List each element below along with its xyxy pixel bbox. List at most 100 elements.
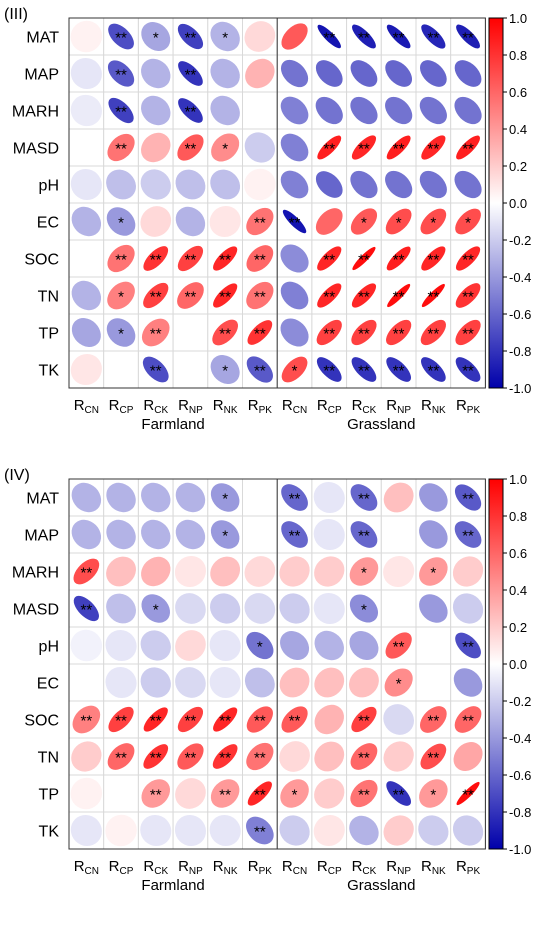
significance-mark: ** <box>185 289 197 306</box>
row-label: TN <box>38 750 59 767</box>
colorbar-tick-label: 0.0 <box>509 657 527 672</box>
correlation-ellipse <box>105 629 137 662</box>
correlation-ellipse <box>141 556 171 587</box>
significance-mark: ** <box>289 528 301 545</box>
correlation-ellipse <box>70 666 103 699</box>
correlation-ellipse <box>70 131 103 164</box>
correlation-ellipse <box>314 741 345 772</box>
correlation-ellipse <box>455 283 481 308</box>
correlation-ellipse <box>313 481 345 514</box>
column-label: RCP <box>317 858 342 877</box>
correlation-ellipse <box>174 353 207 386</box>
column-label: RNP <box>178 858 203 877</box>
correlation-ellipse <box>280 631 310 660</box>
colorbar-tick-label: 0.0 <box>509 196 527 211</box>
significance-mark: ** <box>393 141 405 158</box>
correlation-ellipse <box>351 135 377 160</box>
correlation-ellipse <box>454 60 482 87</box>
correlation-ellipse <box>351 357 377 382</box>
significance-mark: ** <box>428 750 440 767</box>
correlation-ellipse <box>417 629 450 662</box>
cell <box>346 239 382 278</box>
correlation-ellipse <box>280 281 309 310</box>
panel-label: (III) <box>4 6 28 23</box>
correlation-ellipse <box>352 24 376 49</box>
colorbar-tick-label: -0.6 <box>509 307 531 322</box>
correlation-ellipse <box>213 283 238 308</box>
significance-mark: ** <box>323 141 335 158</box>
significance-mark: * <box>396 215 402 232</box>
colorbar-tick-label: -0.8 <box>509 805 531 820</box>
colorbar-tick-label: 0.6 <box>509 85 527 100</box>
significance-mark: ** <box>462 363 474 380</box>
significance-mark: * <box>118 215 124 232</box>
significance-mark: ** <box>150 713 162 730</box>
significance-mark: * <box>430 215 436 232</box>
correlation-ellipse <box>452 556 484 587</box>
significance-mark: ** <box>428 252 440 269</box>
row-label: TK <box>39 363 60 380</box>
correlation-ellipse <box>420 357 446 382</box>
correlation-ellipse <box>349 557 379 586</box>
row-label: MAP <box>24 528 59 545</box>
significance-mark: ** <box>185 30 197 47</box>
correlation-ellipse <box>212 319 239 346</box>
correlation-ellipse <box>386 246 411 271</box>
correlation-ellipse <box>70 57 102 90</box>
correlation-ellipse <box>246 816 274 845</box>
correlation-ellipse <box>108 706 134 733</box>
correlation-ellipse <box>70 629 103 662</box>
significance-mark: ** <box>219 713 231 730</box>
correlation-ellipse <box>350 743 378 770</box>
column-label: RNK <box>213 397 238 416</box>
correlation-ellipse <box>419 779 448 808</box>
correlation-ellipse <box>244 21 276 52</box>
significance-mark: ** <box>323 30 335 47</box>
correlation-ellipse <box>177 706 204 733</box>
correlation-ellipse <box>280 133 309 162</box>
correlation-ellipse <box>210 593 241 624</box>
correlation-ellipse <box>280 318 309 347</box>
correlation-ellipse <box>313 518 345 551</box>
correlation-ellipse <box>140 630 171 661</box>
correlation-ellipse <box>280 779 309 808</box>
correlation-ellipse <box>281 706 308 733</box>
significance-mark: * <box>222 363 228 380</box>
correlation-ellipse <box>417 666 450 699</box>
correlation-ellipse <box>420 208 447 235</box>
correlation-ellipse <box>177 134 204 161</box>
correlation-ellipse <box>71 519 102 550</box>
correlation-ellipse <box>385 170 413 199</box>
correlation-ellipse <box>105 777 138 810</box>
correlation-ellipse <box>211 133 240 162</box>
correlation-ellipse <box>175 630 206 661</box>
significance-mark: ** <box>428 363 440 380</box>
significance-mark: ** <box>254 787 266 804</box>
correlation-ellipse <box>383 815 414 846</box>
group-label: Grassland <box>347 416 415 433</box>
correlation-ellipse <box>455 357 481 382</box>
correlation-ellipse <box>209 205 241 238</box>
correlation-ellipse <box>456 24 480 49</box>
correlation-ellipse <box>316 357 342 382</box>
significance-mark: ** <box>358 528 370 545</box>
colorbar-tick-label: -0.2 <box>509 233 531 248</box>
significance-mark: ** <box>115 30 127 47</box>
column-label: RCN <box>74 397 99 416</box>
row-label: pH <box>39 178 59 195</box>
colorbar-tick-label: -0.8 <box>509 344 531 359</box>
colorbar-tick-label: 0.2 <box>509 620 527 635</box>
correlation-ellipse <box>72 705 101 734</box>
column-label: RCP <box>109 397 134 416</box>
correlation-ellipse <box>280 170 309 199</box>
colorbar-tick-label: 0.8 <box>509 509 527 524</box>
significance-mark: ** <box>323 252 335 269</box>
correlation-ellipse <box>386 781 412 806</box>
correlation-ellipse <box>209 814 241 847</box>
correlation-ellipse <box>418 815 449 846</box>
correlation-ellipse <box>349 594 379 623</box>
column-label: RPK <box>248 858 273 877</box>
correlation-ellipse <box>384 668 413 697</box>
correlation-ellipse <box>70 353 102 386</box>
correlation-ellipse <box>174 316 207 349</box>
